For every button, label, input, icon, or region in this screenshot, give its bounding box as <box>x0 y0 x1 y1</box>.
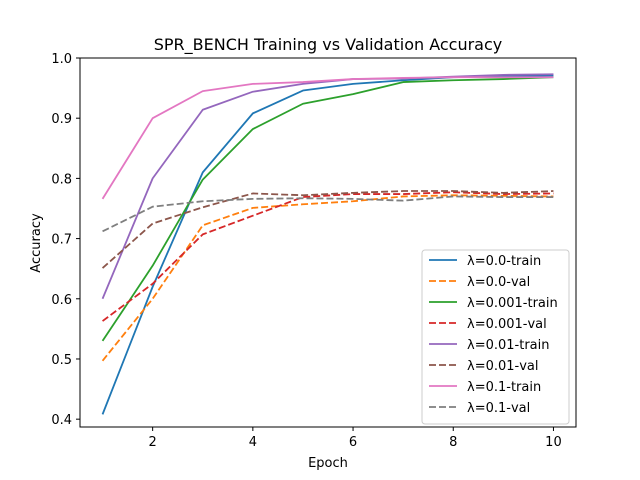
series-line-7 <box>102 195 554 233</box>
y-axis-label: Accuracy <box>29 213 44 273</box>
y-tick-label: 0.6 <box>51 293 72 308</box>
series-line-2 <box>101 76 554 342</box>
y-tick-label: 0.7 <box>51 233 72 248</box>
legend-label-6: λ=0.1-train <box>467 380 541 395</box>
axes: 2 4 6 8 10 0.4 0.5 0.6 0.7 0.8 0.9 1.0 <box>51 52 577 450</box>
legend-label-4: λ=0.01-train <box>467 338 549 353</box>
series-line-5 <box>101 190 554 269</box>
legend-label-1: λ=0.0-val <box>467 275 530 290</box>
legend-box <box>421 249 570 425</box>
legend: λ=0.0-train λ=0.0-val λ=0.001-train λ=0.001… <box>421 249 570 425</box>
y-tick-label: 0.8 <box>51 172 72 187</box>
series-line-6 <box>101 76 554 200</box>
y-tick-label: 1.0 <box>51 52 72 67</box>
y-tick-label: 0.4 <box>51 413 72 428</box>
legend-label-3: λ=0.001-val <box>467 317 547 332</box>
x-tick-label: 6 <box>349 435 357 450</box>
series-line-3 <box>102 191 554 322</box>
x-tick-label: 4 <box>249 435 257 450</box>
axes-frame <box>79 57 577 428</box>
chart-title: SPR_BENCH Training vs Validation Accurac… <box>154 35 503 55</box>
x-tick-label: 8 <box>449 435 457 450</box>
y-tick-label: 0.5 <box>51 353 72 368</box>
x-tick-label: 10 <box>545 435 562 450</box>
legend-label-2: λ=0.001-train <box>467 296 558 311</box>
x-axis-label: Epoch <box>308 456 348 471</box>
legend-label-5: λ=0.01-val <box>467 359 539 374</box>
y-tick-label: 0.9 <box>51 112 72 127</box>
legend-label-0: λ=0.0-train <box>467 254 541 269</box>
series-line-1 <box>101 194 554 362</box>
legend-label-7: λ=0.1-val <box>467 401 530 416</box>
x-tick-label: 2 <box>149 435 157 450</box>
plot-area <box>101 73 554 415</box>
